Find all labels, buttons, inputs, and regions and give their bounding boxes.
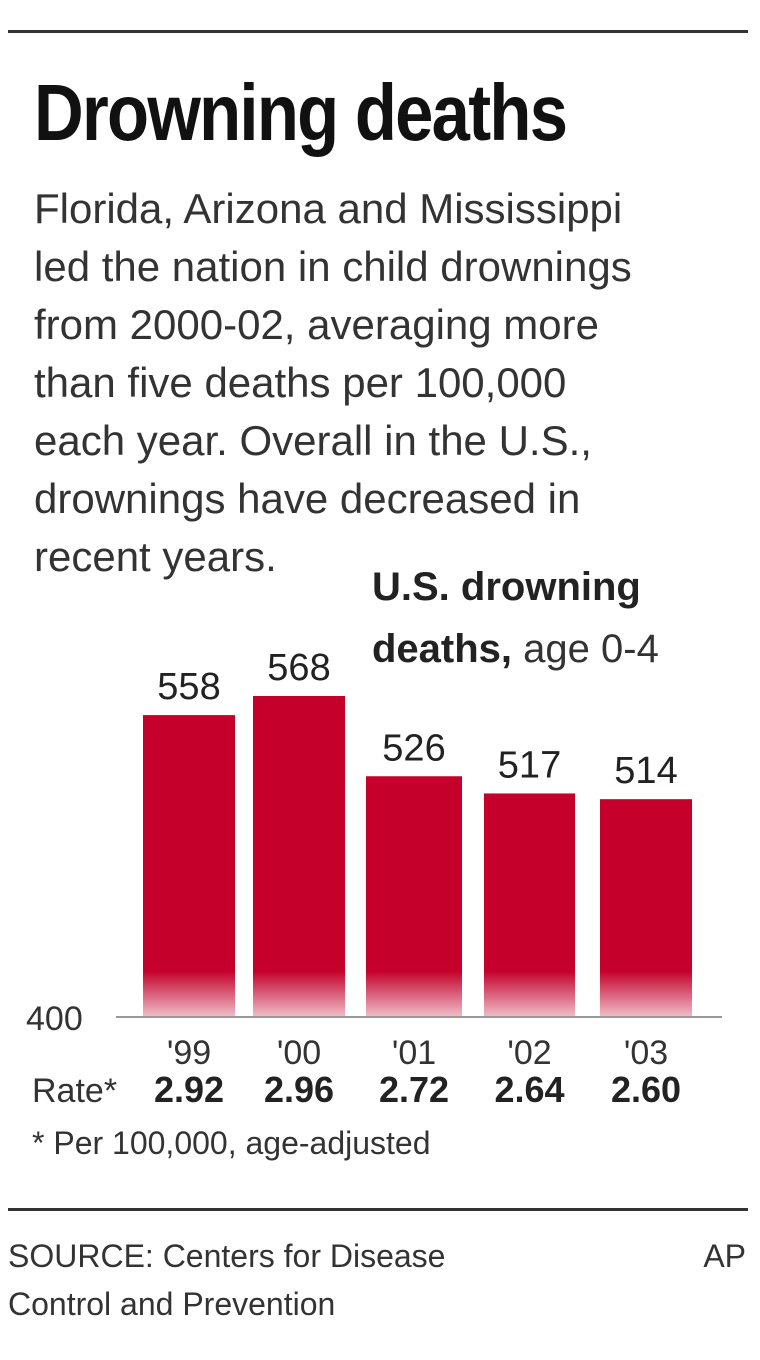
category-label: '01 — [392, 1034, 436, 1072]
category-label: '02 — [507, 1034, 551, 1072]
chart-title-rest: age 0-4 — [512, 627, 659, 671]
intro-line: from 2000-02, averaging more — [34, 301, 599, 348]
intro-line: than five deaths per 100,000 — [34, 359, 567, 406]
rate-value: 2.60 — [611, 1069, 681, 1110]
value-label: 526 — [382, 727, 445, 769]
rate-label: Rate* — [32, 1072, 117, 1110]
page-title: Drowning deaths — [34, 68, 568, 157]
intro-line: each year. Overall in the U.S., — [34, 417, 592, 464]
footnote: * Per 100,000, age-adjusted — [32, 1125, 431, 1161]
value-label: 517 — [498, 744, 561, 786]
intro-line: led the nation in child drownings — [34, 243, 632, 290]
category-label: '03 — [624, 1034, 668, 1072]
intro-text: Florida, Arizona and Mississippi led the… — [34, 180, 734, 586]
chart-title-bold-1: U.S. drowning — [372, 565, 641, 609]
rate-value: 2.64 — [494, 1069, 564, 1110]
bar-fade — [253, 971, 345, 1017]
bar-fade — [484, 971, 575, 1017]
bar-fade — [143, 971, 235, 1017]
category-label: '99 — [167, 1034, 211, 1072]
source-line: Control and Prevention — [8, 1286, 336, 1322]
top-rule — [8, 30, 748, 33]
value-label: 568 — [267, 647, 330, 689]
rate-value: 2.72 — [379, 1069, 449, 1110]
bottom-rule — [8, 1208, 748, 1211]
chart-title: U.S. drowning deaths, age 0-4 — [372, 556, 752, 680]
bar — [143, 715, 235, 1017]
rate-value: 2.92 — [154, 1069, 224, 1110]
baseline-label: 400 — [26, 1000, 83, 1038]
value-label: 558 — [157, 666, 220, 708]
intro-line: drownings have decreased in — [34, 475, 581, 522]
source-note: SOURCE: Centers for Disease Control and … — [8, 1232, 445, 1328]
source-line: SOURCE: Centers for Disease — [8, 1238, 446, 1274]
value-label: 514 — [614, 750, 677, 792]
bar-chart: 558 '992.92 568 '002.96 526 '012.72 517 '022.64… — [26, 647, 722, 1110]
chart-title-bold-2: deaths, — [372, 627, 513, 671]
category-label: '00 — [277, 1034, 321, 1072]
intro-line: Florida, Arizona and Mississippi — [34, 185, 623, 232]
bar — [253, 696, 345, 1017]
bar-fade — [600, 971, 692, 1017]
credit-ap: AP — [703, 1238, 746, 1274]
rate-value: 2.96 — [264, 1069, 334, 1110]
intro-line: recent years. — [34, 533, 277, 580]
bar-fade — [366, 971, 462, 1017]
